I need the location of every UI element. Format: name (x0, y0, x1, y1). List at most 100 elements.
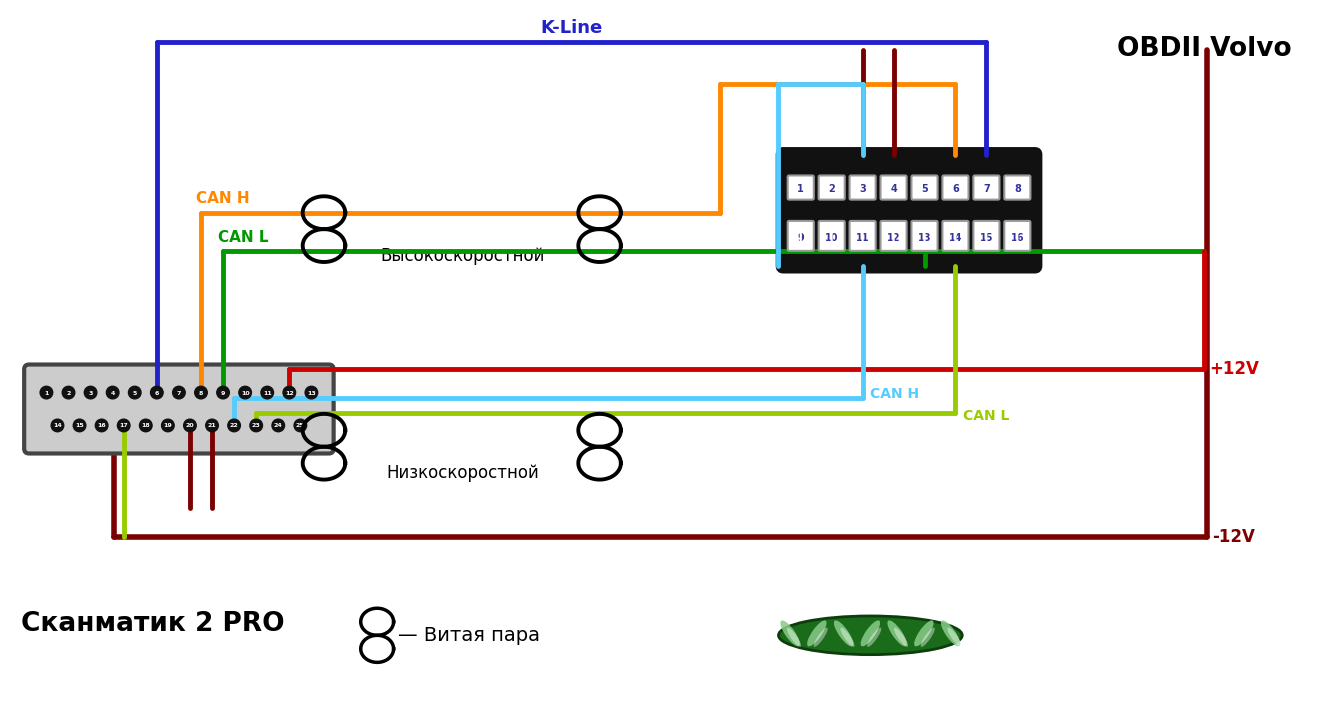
Text: 16: 16 (98, 423, 106, 428)
Circle shape (217, 386, 230, 399)
Circle shape (151, 386, 162, 399)
Text: 6: 6 (155, 390, 159, 395)
Circle shape (95, 419, 108, 432)
Circle shape (206, 419, 218, 432)
Circle shape (161, 419, 174, 432)
Circle shape (184, 419, 197, 432)
Ellipse shape (814, 627, 828, 647)
Circle shape (227, 419, 240, 432)
Text: 16: 16 (1011, 233, 1024, 243)
Text: 11: 11 (263, 390, 272, 395)
Text: 10: 10 (240, 390, 250, 395)
Text: 7: 7 (983, 184, 989, 193)
Text: 2: 2 (828, 184, 835, 193)
Text: 25: 25 (296, 423, 305, 428)
Circle shape (239, 386, 251, 399)
Text: -12V: -12V (1211, 528, 1255, 545)
Text: 1: 1 (44, 390, 49, 395)
Text: 18: 18 (141, 423, 151, 428)
Circle shape (118, 419, 129, 432)
Circle shape (262, 386, 273, 399)
Text: — Витая пара: — Витая пара (399, 626, 540, 645)
Text: CAN L: CAN L (218, 230, 268, 245)
Text: 2: 2 (66, 390, 71, 395)
Ellipse shape (807, 620, 827, 646)
Text: 9: 9 (798, 233, 804, 243)
FancyBboxPatch shape (849, 221, 876, 251)
Text: 8: 8 (198, 390, 203, 395)
FancyBboxPatch shape (974, 221, 1000, 251)
Text: 19: 19 (164, 423, 172, 428)
Text: +12V: +12V (1209, 360, 1259, 379)
FancyBboxPatch shape (819, 221, 844, 251)
Ellipse shape (787, 627, 801, 647)
Text: 24: 24 (273, 423, 283, 428)
FancyBboxPatch shape (911, 221, 938, 251)
Circle shape (173, 386, 185, 399)
Text: CAN L: CAN L (963, 409, 1009, 423)
Text: 12: 12 (886, 233, 901, 243)
FancyBboxPatch shape (942, 221, 968, 251)
Text: 5: 5 (132, 390, 137, 395)
Circle shape (62, 386, 75, 399)
Circle shape (52, 419, 63, 432)
Text: 11: 11 (856, 233, 869, 243)
Circle shape (128, 386, 141, 399)
Ellipse shape (834, 620, 853, 646)
Ellipse shape (861, 620, 880, 646)
Text: 14: 14 (53, 423, 62, 428)
Ellipse shape (888, 620, 906, 646)
Circle shape (40, 386, 53, 399)
Ellipse shape (914, 620, 934, 646)
Text: K-Line: K-Line (540, 19, 602, 36)
Text: 3: 3 (89, 390, 92, 395)
Ellipse shape (867, 627, 881, 647)
Ellipse shape (778, 616, 962, 655)
Text: OBDII Volvo: OBDII Volvo (1118, 36, 1292, 62)
Ellipse shape (947, 627, 962, 647)
Circle shape (107, 386, 119, 399)
Text: 4: 4 (111, 390, 115, 395)
Circle shape (140, 419, 152, 432)
Text: 9: 9 (221, 390, 226, 395)
Text: 20: 20 (186, 423, 194, 428)
Text: 10: 10 (824, 233, 839, 243)
Text: Высокоскоростной: Высокоскоростной (380, 247, 544, 264)
Text: 21: 21 (207, 423, 217, 428)
FancyBboxPatch shape (911, 175, 938, 200)
FancyBboxPatch shape (1004, 175, 1030, 200)
Text: 1: 1 (798, 184, 804, 193)
Text: 6: 6 (952, 184, 959, 193)
FancyBboxPatch shape (849, 175, 876, 200)
Text: 22: 22 (230, 423, 239, 428)
Circle shape (194, 386, 207, 399)
Ellipse shape (840, 627, 855, 647)
Text: 7: 7 (177, 390, 181, 395)
Text: 13: 13 (306, 390, 316, 395)
Text: 17: 17 (119, 423, 128, 428)
Text: CAN H: CAN H (196, 191, 250, 206)
Text: 8: 8 (1015, 184, 1021, 193)
Ellipse shape (921, 627, 935, 647)
Ellipse shape (894, 627, 908, 647)
FancyBboxPatch shape (24, 365, 334, 454)
FancyBboxPatch shape (881, 175, 906, 200)
Circle shape (283, 386, 296, 399)
Circle shape (73, 419, 86, 432)
FancyBboxPatch shape (942, 175, 968, 200)
FancyBboxPatch shape (1004, 221, 1030, 251)
Text: Низкоскоростной: Низкоскоростной (386, 464, 539, 482)
Text: 13: 13 (918, 233, 931, 243)
FancyBboxPatch shape (787, 175, 814, 200)
Ellipse shape (781, 620, 799, 646)
FancyBboxPatch shape (787, 221, 814, 251)
Text: 15: 15 (980, 233, 993, 243)
Circle shape (85, 386, 96, 399)
Circle shape (305, 386, 317, 399)
Text: 3: 3 (859, 184, 867, 193)
Ellipse shape (941, 620, 960, 646)
Text: CAN H: CAN H (871, 386, 919, 400)
FancyBboxPatch shape (819, 175, 844, 200)
Text: 5: 5 (921, 184, 927, 193)
Circle shape (295, 419, 306, 432)
